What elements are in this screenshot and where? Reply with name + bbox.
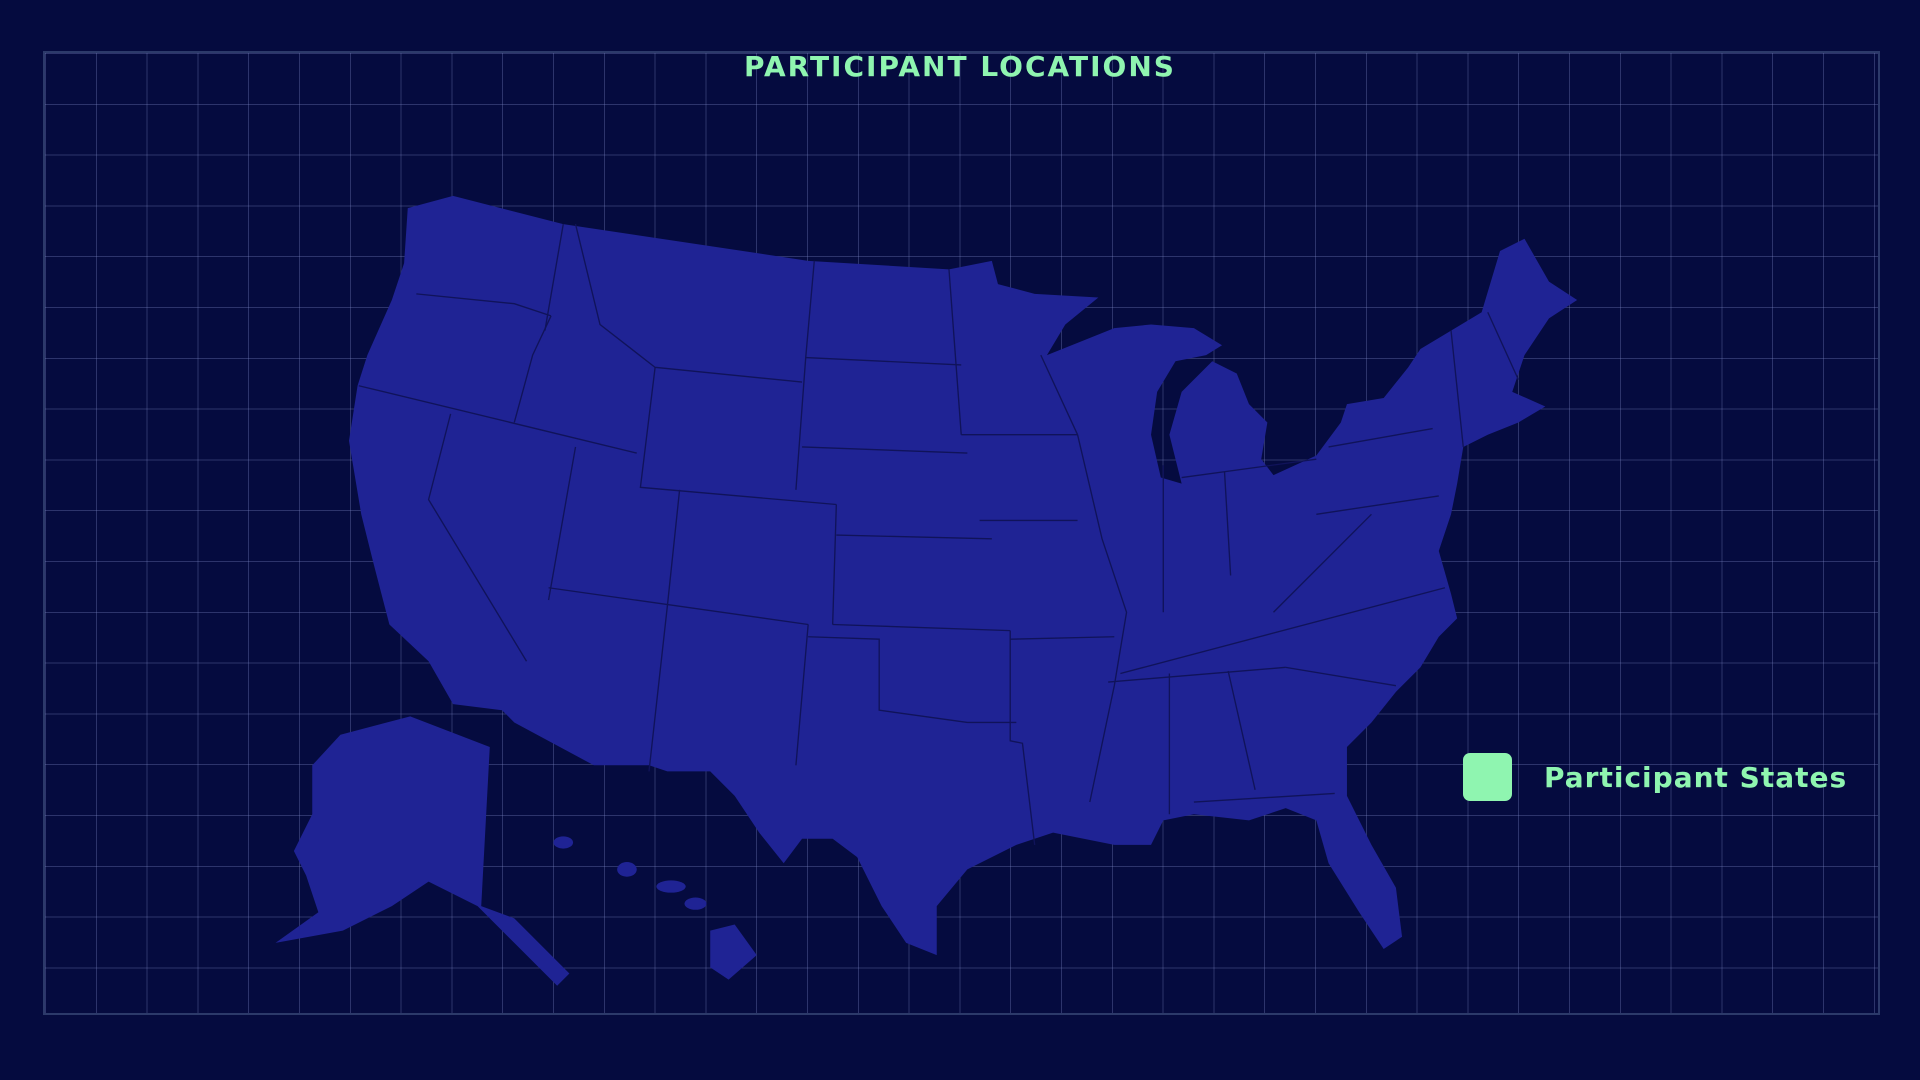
hawaii-shape [553, 836, 757, 980]
legend-label: Participant States [1544, 760, 1848, 794]
alaska-shape [275, 716, 570, 986]
state-borders [358, 223, 1519, 845]
contiguous-us-shape [348, 195, 1578, 956]
legend-swatch [1463, 753, 1512, 801]
map-title: PARTICIPANT LOCATIONS [744, 50, 1176, 83]
legend: Participant States [1463, 753, 1847, 801]
